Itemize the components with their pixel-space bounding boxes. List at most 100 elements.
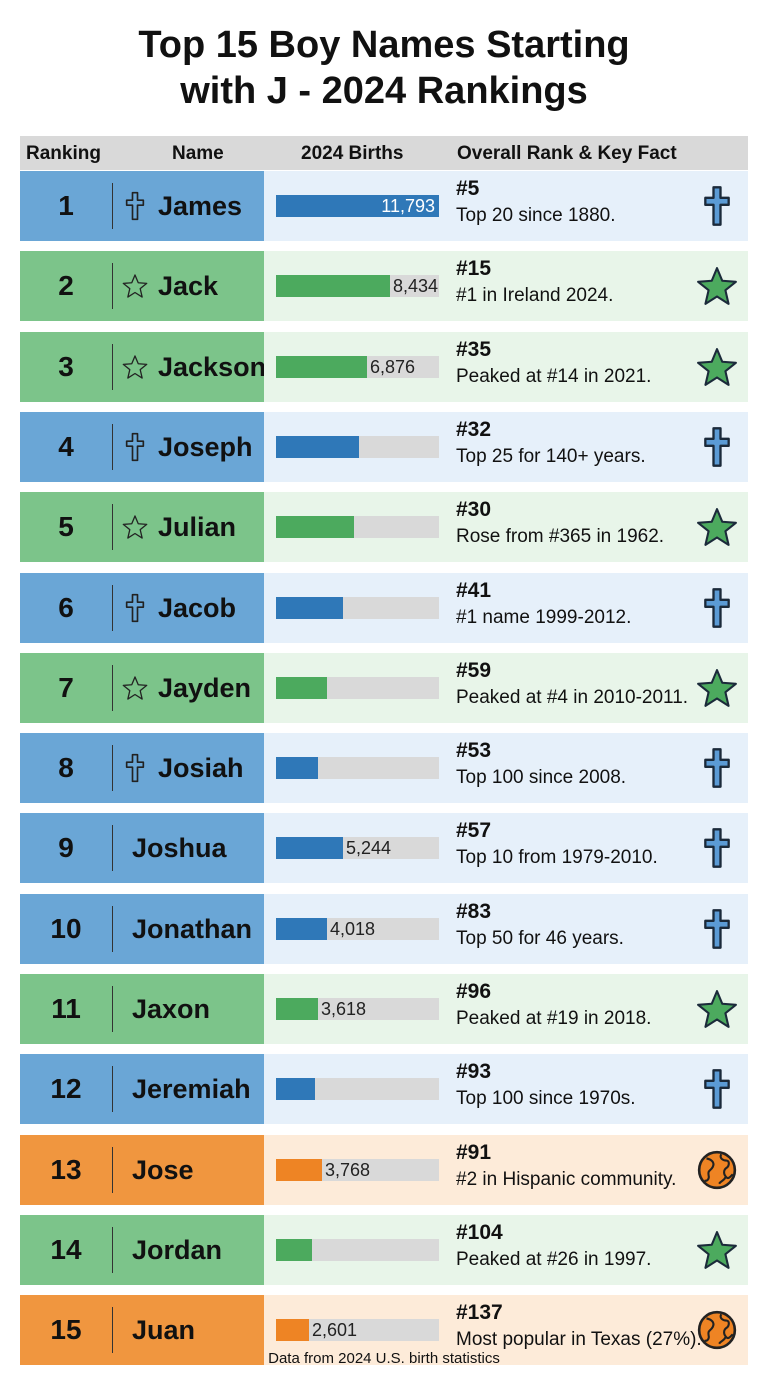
cross-outline-icon [122, 593, 148, 623]
births-bar-track [276, 195, 439, 217]
star-icon [696, 988, 738, 1030]
divider [112, 1146, 113, 1193]
name-cell: 12 Jeremiah [20, 1054, 264, 1125]
globe-icon [696, 1309, 738, 1351]
divider [112, 825, 113, 872]
births-bar-track [276, 917, 439, 940]
table-row: 2 Jack 8,434 #15 #1 in Ireland 2024. [20, 251, 748, 322]
divider [112, 183, 113, 229]
name-label: Jacob [158, 592, 237, 623]
table-row: 12 Jeremiah #93 Top 100 since 1970s. [20, 1054, 748, 1125]
cross-icon [696, 587, 738, 629]
table-row: 7 Jayden #59 Peaked at #4 in 2010-2011. [20, 652, 748, 723]
cross-icon [696, 827, 738, 869]
table-row: 15 Juan 2,601 #137 Most popular in Texas… [20, 1295, 748, 1366]
name-label: Jose [132, 1154, 194, 1185]
births-label: 2,601 [312, 1320, 358, 1341]
name-label: Jonathan [132, 913, 253, 944]
overall-rank: #5 [456, 177, 480, 200]
rank-number: 5 [58, 511, 74, 543]
star-outline-icon [122, 352, 148, 382]
table-row: 13 Jose 3,768 #91 #2 in Hispanic communi… [20, 1134, 748, 1205]
births-bar [276, 676, 327, 699]
births-bar [276, 757, 318, 780]
rank-number: 1 [58, 190, 74, 221]
key-fact: Top 100 since 1970s. [456, 1088, 636, 1110]
births-label: 3,768 [325, 1159, 371, 1180]
births-bar [276, 195, 439, 217]
table-row: 3 Jackson 6,876 #35 Peaked at #14 in 202… [20, 331, 748, 402]
page-title: Top 15 Boy Names Starting with J - 2024 R… [0, 22, 768, 114]
name-cell: 7 Jayden [20, 652, 264, 723]
births-bar-track [276, 837, 439, 860]
overall-rank: #59 [456, 658, 492, 682]
births-bar-track [276, 596, 439, 619]
table-row: 5 Julian #30 Rose from #365 in 1962. [20, 492, 748, 563]
name-cell: 15 Juan [20, 1295, 264, 1366]
births-bar [276, 596, 343, 619]
name-label: Jack [158, 271, 219, 302]
births-bar [276, 516, 354, 539]
rank-number: 15 [50, 1314, 82, 1346]
divider [112, 905, 113, 952]
rank-number: 6 [58, 591, 74, 623]
table-row: 9 Joshua 5,244 #57 Top 10 from 1979-2010… [20, 813, 748, 884]
name-cell: 14 Jordan [20, 1214, 264, 1285]
overall-rank: #104 [456, 1220, 503, 1244]
key-fact: Peaked at #19 in 2018. [456, 1008, 652, 1029]
births-label: 11,793 [381, 196, 435, 216]
fact-cell: #53 Top 100 since 2008. [264, 733, 748, 804]
star-icon [696, 265, 738, 307]
name-label: Joshua [132, 833, 227, 864]
rank-number: 3 [58, 350, 74, 382]
key-fact: Top 100 since 2008. [456, 767, 627, 789]
births-label: 3,618 [321, 999, 367, 1019]
cross-icon [696, 426, 738, 468]
divider [112, 1066, 113, 1113]
rank-number: 9 [58, 832, 74, 864]
births-bar [276, 435, 359, 458]
births-bar-track [276, 1238, 439, 1261]
births-bar-track [276, 1319, 439, 1342]
cross-outline-icon [122, 432, 148, 462]
divider [112, 584, 113, 631]
overall-rank: #93 [456, 1060, 492, 1084]
footer-note: Data from 2024 U.S. birth statistics [268, 1350, 500, 1367]
divider [112, 745, 113, 792]
overall-rank: #35 [456, 337, 492, 361]
births-bar-track [276, 676, 439, 699]
births-bar [276, 1238, 312, 1261]
cross-icon [696, 1068, 738, 1110]
name-cell: 9 Joshua [20, 813, 264, 884]
divider [112, 986, 113, 1032]
key-fact: #1 in Ireland 2024. [456, 285, 614, 307]
table-row: 8 Josiah #53 Top 100 since 2008. [20, 733, 748, 804]
births-label: 4,018 [330, 918, 376, 939]
births-bar-track [276, 275, 439, 298]
births-bar [276, 1078, 315, 1101]
table-header: Ranking Name 2024 Births Overall Rank & … [20, 136, 748, 170]
births-bar [276, 998, 318, 1020]
divider [112, 1226, 113, 1273]
name-label: Jordan [132, 1234, 223, 1265]
cross-icon [696, 908, 738, 950]
key-fact: #2 in Hispanic community. [456, 1168, 677, 1190]
births-label: 8,434 [393, 276, 439, 297]
key-fact: Most popular in Texas (27%). [456, 1329, 702, 1351]
births-bar [276, 275, 390, 298]
header-name: Name [172, 143, 224, 164]
overall-rank: #96 [456, 980, 492, 1003]
divider [112, 263, 113, 310]
rank-number: 14 [50, 1233, 82, 1265]
divider [112, 664, 113, 711]
cross-outline-icon [122, 191, 148, 221]
births-label: 5,244 [346, 838, 392, 859]
rank-number: 8 [58, 752, 74, 784]
rank-number: 2 [58, 270, 74, 302]
name-label: Jaxon [132, 994, 211, 1024]
fact-cell: 11,793 #5 Top 20 since 1880. [264, 171, 748, 241]
key-fact: Top 25 for 140+ years. [456, 445, 646, 467]
births-bar [276, 837, 343, 860]
fact-cell: 3,618 #96 Peaked at #19 in 2018. [264, 974, 748, 1044]
overall-rank: #83 [456, 899, 492, 923]
